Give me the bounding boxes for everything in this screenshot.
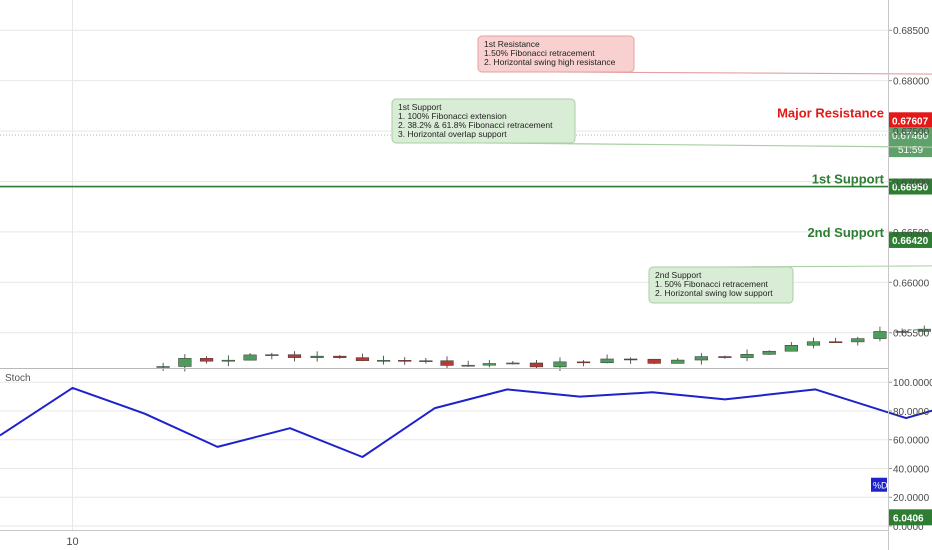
callout-text: 1.50% Fibonacci retracement <box>484 48 595 58</box>
candle-body <box>440 360 454 366</box>
callout-text: 1. 50% Fibonacci retracement <box>655 279 769 289</box>
price-tick-label: 0.68000 <box>893 77 930 88</box>
level-name: 2nd Support <box>807 225 884 240</box>
stoch-axis: 0.0000 20.0000 40.0000 60.0000 80.0000 100.00… <box>888 378 932 533</box>
price-tick-label: 0.65500 <box>893 329 930 340</box>
candle-body <box>287 354 302 358</box>
last-price-badge <box>888 127 932 158</box>
price-tick-label: 0.66000 <box>893 278 930 289</box>
bar-countdown: 51:59 <box>898 145 923 156</box>
candle-body <box>694 356 708 361</box>
candle-body <box>917 328 931 332</box>
level-name: Major Resistance <box>777 105 884 120</box>
candle-body <box>529 362 544 368</box>
callout-text: 3. Horizontal overlap support <box>398 129 507 139</box>
candle-body <box>265 354 279 356</box>
candle-body <box>806 341 821 346</box>
stoch-line: %D <box>0 386 932 519</box>
candle-body <box>310 355 324 358</box>
candle-body <box>624 358 638 361</box>
candle-body <box>576 361 591 364</box>
stoch-tick-label: 20.0000 <box>893 493 930 504</box>
callout-box <box>477 35 635 73</box>
callout-box <box>648 266 794 304</box>
price-tick-label: 0.66500 <box>893 228 930 239</box>
candle-body <box>200 358 214 362</box>
callout-text: 2. 38.2% & 61.8% Fibonacci retracement <box>398 120 553 130</box>
candles <box>156 325 931 372</box>
price-tick-label: 0.67500 <box>893 127 930 138</box>
candle-body <box>482 363 496 366</box>
callout-text: 2nd Support <box>655 270 702 280</box>
callout-text: 2. Horizontal swing high resistance <box>484 57 616 67</box>
candle-body <box>600 358 614 364</box>
candle-body <box>895 331 909 333</box>
candle-body <box>221 359 235 362</box>
candle-body <box>553 361 567 368</box>
stoch-tick-label: 80.0000 <box>893 407 930 418</box>
candle-body <box>355 357 370 361</box>
level-price-badge <box>888 178 932 195</box>
candle-body <box>156 366 170 368</box>
candle-body <box>718 356 732 358</box>
candle-body <box>671 359 685 364</box>
callout-text: 1st Support <box>398 102 442 112</box>
candle-body <box>784 345 798 352</box>
candle-body <box>740 354 754 358</box>
candle-body <box>461 364 475 367</box>
stoch-tick-label: 0.0000 <box>893 522 924 533</box>
stoch-level-label: 6.0406 <box>893 513 924 524</box>
candle-body <box>851 338 865 343</box>
time-axis[interactable]: 101517222429Nov571214 <box>66 536 932 548</box>
candle-body <box>178 358 192 367</box>
level-price-badge <box>888 231 932 248</box>
candle-body <box>243 354 257 361</box>
candle-body <box>506 362 520 365</box>
candle-body <box>647 358 661 364</box>
callout-text: 1. 100% Fibonacci extension <box>398 111 507 121</box>
price-grid <box>0 0 888 368</box>
stoch-title: Stoch <box>5 373 31 384</box>
level-price-label: 0.66420 <box>892 236 929 247</box>
stoch-tick-label: 40.0000 <box>893 464 930 475</box>
candle-body <box>829 341 843 343</box>
time-tick-label: 10 <box>66 536 78 548</box>
stoch-grid <box>0 369 888 530</box>
candle-body <box>333 355 347 358</box>
level-name: 1st Support <box>812 172 885 187</box>
stoch-legend-label: %D <box>873 481 888 491</box>
stoch-tick-label: 100.0000 <box>893 378 932 389</box>
last-price-label: 0.67460 <box>892 131 929 142</box>
level-price-label: 0.66950 <box>892 183 929 194</box>
candle-body <box>419 360 433 362</box>
stoch-legend-badge <box>871 477 887 492</box>
horizontal-levels: Major Resistance 0.67607 1st Support 0.6695… <box>0 105 932 248</box>
level-price-badge <box>888 112 932 129</box>
candle-body <box>398 360 412 362</box>
callout-box <box>391 98 576 144</box>
stoch-tick-label: 60.0000 <box>893 436 930 447</box>
stoch-level-badge <box>888 509 932 526</box>
level-price-label: 0.67607 <box>892 116 929 127</box>
price-tick-label: 0.67000 <box>893 177 930 188</box>
candle-body <box>873 331 887 339</box>
candle-body <box>376 360 391 362</box>
candle-body <box>762 350 776 355</box>
price-tick-label: 0.68500 <box>893 26 930 37</box>
callout-text: 1st Resistance <box>484 39 540 49</box>
callout-text: 2. Horizontal swing low support <box>655 288 773 298</box>
